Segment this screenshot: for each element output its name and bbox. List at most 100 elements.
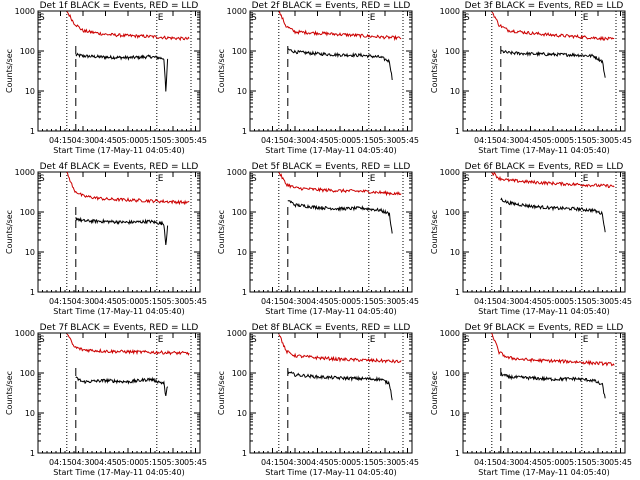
lld-series-line — [491, 11, 615, 41]
y-tick-label: 100 — [445, 47, 460, 56]
x-axis-label: Start Time (17-May-11 04:05:40) — [478, 146, 609, 155]
y-tick-label: 10 — [25, 409, 35, 418]
chart-title: Det 1f BLACK = Events, RED = LLD — [40, 1, 199, 11]
x-tick-label: 05:45 — [396, 136, 419, 145]
end-marker: E — [583, 174, 589, 184]
x-axis-label: Start Time (17-May-11 04:05:40) — [265, 146, 396, 155]
x-tick-label: 05:15 — [351, 136, 374, 145]
x-tick-label: 05:00 — [116, 297, 139, 306]
y-tick-label: 1000 — [227, 168, 247, 177]
x-tick-label: 04:15 — [474, 297, 497, 306]
y-tick-label: 1 — [30, 288, 35, 297]
plot-frame — [462, 171, 626, 293]
events-series-line — [287, 48, 393, 81]
events-series-line — [500, 371, 606, 399]
start-marker: S — [464, 174, 470, 184]
chart-panel: Det 7f BLACK = Events, RED = LLD 1 10 100 10… — [5, 323, 207, 477]
y-tick-label: 1 — [30, 449, 35, 458]
plot-frame — [462, 332, 626, 454]
y-tick-label: 100 — [232, 208, 247, 217]
chart-title: Det 3f BLACK = Events, RED = LLD — [465, 1, 624, 11]
x-tick-label: 04:45 — [519, 297, 542, 306]
y-axis-label: Counts/sec — [217, 210, 226, 254]
x-tick-label: 05:45 — [184, 297, 207, 306]
x-tick-label: 05:45 — [396, 458, 419, 467]
x-tick-label: 05:30 — [586, 136, 609, 145]
x-tick-label: 05:00 — [541, 458, 564, 467]
x-tick-label: 04:15 — [261, 136, 284, 145]
x-tick-label: 04:45 — [306, 458, 329, 467]
y-tick-label: 1 — [242, 288, 247, 297]
y-tick-label: 10 — [237, 87, 247, 96]
chart-panel: Det 2f BLACK = Events, RED = LLD 1 10 100 10… — [217, 1, 419, 155]
end-marker: E — [370, 335, 376, 345]
x-tick-label: 05:45 — [184, 458, 207, 467]
lld-series-line — [491, 171, 615, 189]
plot-frame — [462, 10, 626, 132]
y-tick-label: 1 — [30, 127, 35, 136]
start-marker: S — [39, 174, 45, 184]
end-marker: E — [370, 174, 376, 184]
start-marker: S — [251, 335, 257, 345]
lld-series-line — [66, 11, 190, 42]
chart-title: Det 9f BLACK = Events, RED = LLD — [465, 323, 624, 333]
x-tick-label: 05:45 — [609, 458, 632, 467]
x-tick-label: 04:45 — [94, 458, 117, 467]
chart-panel: Det 3f BLACK = Events, RED = LLD 1 10 100 10… — [430, 1, 632, 155]
end-marker: E — [158, 174, 164, 184]
y-tick-label: 100 — [20, 208, 35, 217]
events-series-line — [75, 216, 169, 245]
x-tick-label: 04:30 — [496, 297, 519, 306]
y-tick-label: 100 — [445, 208, 460, 217]
x-tick-label: 04:15 — [49, 297, 72, 306]
x-tick-label: 04:30 — [283, 136, 306, 145]
x-tick-label: 05:00 — [328, 458, 351, 467]
y-axis-label: Counts/sec — [430, 371, 439, 415]
plot-frame — [249, 10, 413, 132]
chart-panel: Det 1f BLACK = Events, RED = LLD 1 10 100 10… — [5, 1, 207, 155]
x-tick-label: 05:30 — [586, 297, 609, 306]
x-tick-label: 05:15 — [564, 458, 587, 467]
chart-panel: Det 8f BLACK = Events, RED = LLD 1 10 100 10… — [217, 323, 419, 477]
y-tick-label: 100 — [20, 47, 35, 56]
x-axis-label: Start Time (17-May-11 04:05:40) — [478, 307, 609, 316]
lld-series-line — [278, 172, 402, 197]
x-tick-label: 05:45 — [609, 297, 632, 306]
y-axis-label: Counts/sec — [5, 210, 14, 254]
x-tick-label: 04:30 — [496, 136, 519, 145]
x-tick-label: 05:00 — [328, 297, 351, 306]
x-tick-label: 05:15 — [351, 297, 374, 306]
x-tick-label: 04:15 — [49, 458, 72, 467]
x-tick-label: 04:15 — [474, 136, 497, 145]
x-tick-label: 05:15 — [564, 136, 587, 145]
x-tick-label: 05:00 — [116, 458, 139, 467]
start-marker: S — [464, 335, 470, 345]
y-tick-label: 1 — [455, 449, 460, 458]
y-tick-label: 1000 — [15, 168, 35, 177]
x-tick-label: 05:15 — [564, 297, 587, 306]
y-tick-label: 1000 — [227, 329, 247, 338]
end-marker: E — [158, 13, 164, 23]
x-axis-label: Start Time (17-May-11 04:05:40) — [265, 468, 396, 477]
x-tick-label: 05:15 — [139, 136, 162, 145]
x-tick-label: 04:45 — [306, 297, 329, 306]
start-marker: S — [251, 174, 257, 184]
events-series-line — [75, 52, 169, 92]
y-axis-label: Counts/sec — [217, 49, 226, 93]
y-tick-label: 10 — [25, 248, 35, 257]
x-tick-label: 05:30 — [373, 297, 396, 306]
events-series-line — [500, 49, 606, 78]
x-tick-label: 04:45 — [519, 136, 542, 145]
chart-panel: Det 5f BLACK = Events, RED = LLD 1 10 100 10… — [217, 162, 419, 316]
start-marker: S — [39, 13, 45, 23]
lld-series-line — [66, 171, 190, 206]
events-series-line — [287, 370, 393, 401]
plot-frame — [37, 10, 201, 132]
events-series-line — [287, 200, 393, 234]
y-tick-label: 1 — [242, 449, 247, 458]
x-axis-label: Start Time (17-May-11 04:05:40) — [265, 307, 396, 316]
x-tick-label: 05:30 — [373, 136, 396, 145]
x-tick-label: 05:00 — [541, 136, 564, 145]
y-tick-label: 10 — [237, 409, 247, 418]
